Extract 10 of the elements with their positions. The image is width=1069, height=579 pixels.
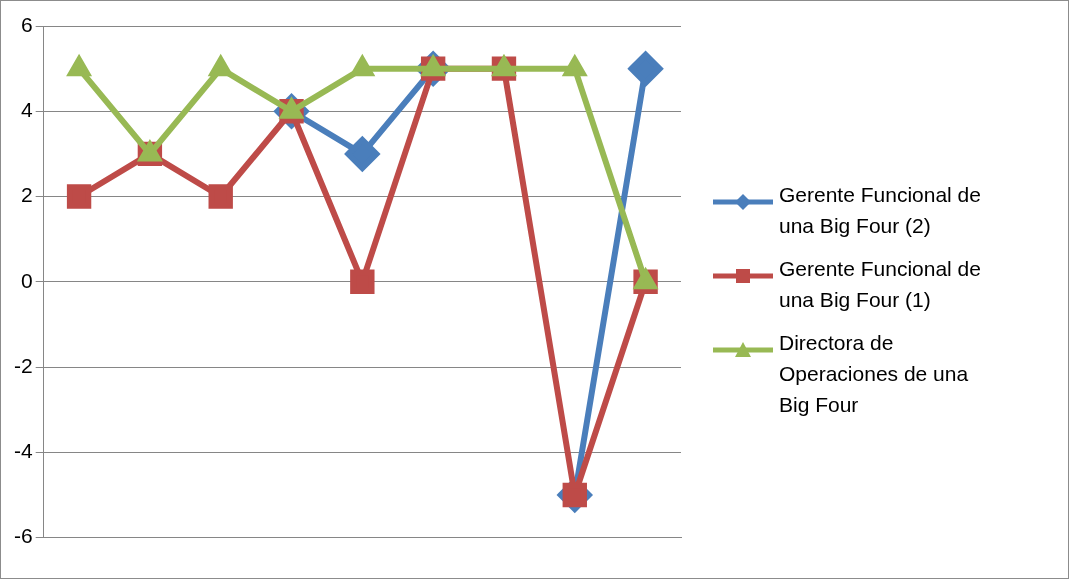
y-tick-label: -4 [13, 439, 33, 463]
legend-label: Directora de Operaciones de una Big Four [779, 330, 970, 418]
y-tick-label: 0 [20, 268, 33, 292]
y-tick-label: -6 [13, 524, 33, 548]
legend-label: Gerente Funcional de una Big Four (2) [779, 182, 982, 239]
y-tick-label: 4 [20, 98, 33, 122]
y-tick-label: 2 [20, 183, 33, 207]
y-tick-label: -2 [13, 353, 33, 377]
legend-label: Gerente Funcional de una Big Four (1) [779, 256, 982, 313]
y-tick-label: 6 [20, 12, 33, 36]
